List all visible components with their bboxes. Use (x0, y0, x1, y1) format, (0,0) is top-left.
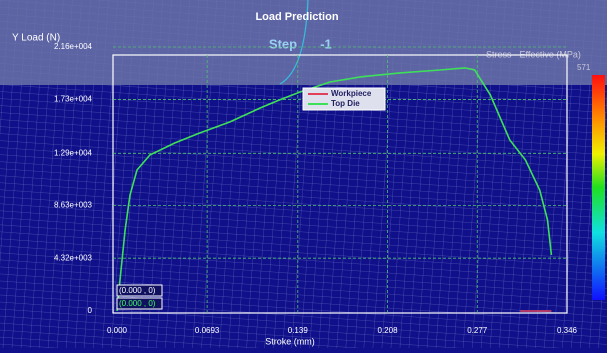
y-axis-label: Y Load (N) (12, 33, 60, 44)
colorbar (592, 75, 605, 300)
x-tick-label: 0.346 (557, 326, 578, 335)
colorbar-max: 571 (577, 63, 591, 72)
legend-label: Top Die (331, 99, 360, 108)
readout: (0.000 , 0) (119, 299, 156, 308)
step-value: -1 (320, 36, 332, 51)
y-tick-label: 2.16e+004 (54, 42, 93, 51)
readout: (0.000 , 0) (119, 286, 156, 295)
x-tick-label: 0.208 (378, 326, 399, 335)
x-axis-label: Stroke (mm) (265, 336, 315, 346)
step-label: Step (269, 36, 297, 51)
y-tick-label: 4.32e+003 (54, 253, 93, 262)
page: Load Prediction Step -1 Y Load (N) Strok… (0, 0, 607, 348)
x-tick-label: 0.0693 (195, 326, 220, 335)
x-tick-label: 0.277 (467, 326, 488, 335)
y-tick-label: 1.29e+004 (54, 148, 93, 157)
x-tick-label: 0.139 (288, 326, 309, 335)
legend-label: Workpiece (331, 89, 372, 98)
x-tick-label: 0.000 (107, 326, 128, 335)
y-tick-label: 8.63e+003 (54, 201, 93, 210)
y-tick-label: 0 (88, 306, 93, 315)
title: Load Prediction (255, 11, 338, 23)
chart: Load Prediction Step -1 Y Load (N) Strok… (0, 0, 607, 348)
y-tick-label: 1.73e+004 (54, 95, 93, 104)
